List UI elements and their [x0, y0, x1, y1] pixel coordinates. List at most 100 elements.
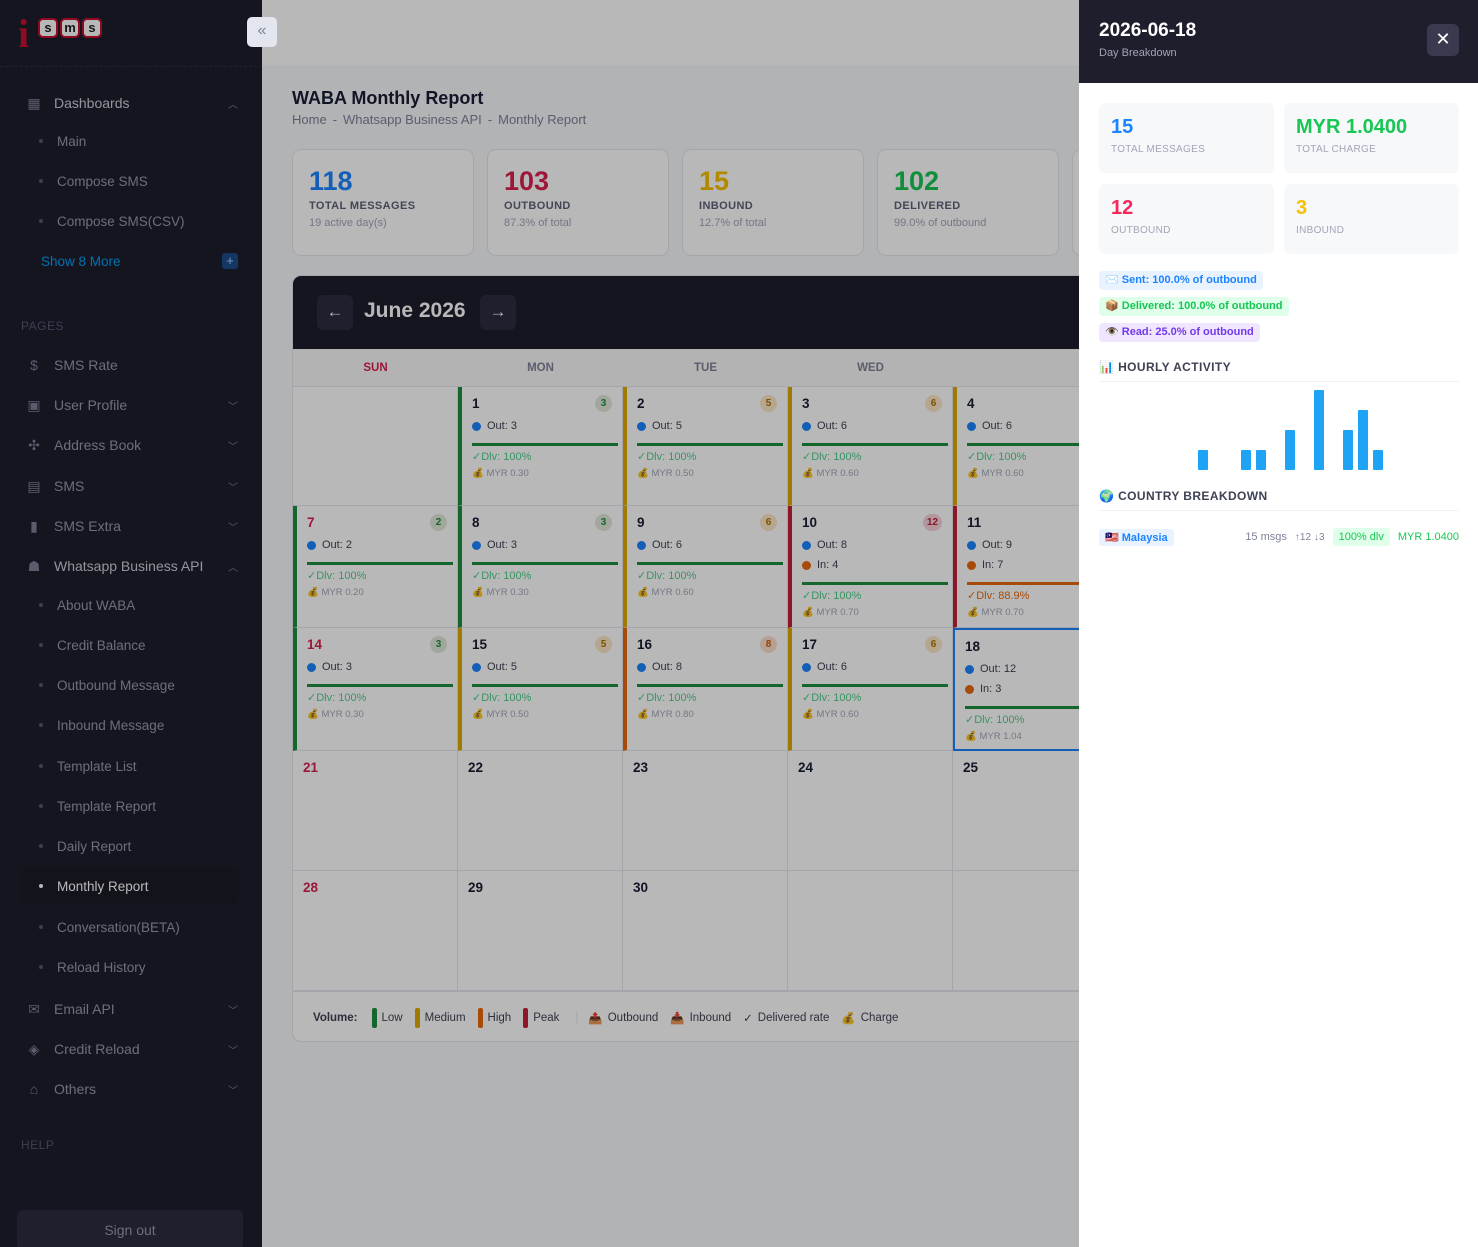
outbound-row: Out: 12 — [965, 663, 1016, 675]
sidebar-item-sms[interactable]: ▤ SMS ﹀ — [21, 468, 241, 504]
calendar-day-10[interactable]: 10 12 Out: 8 In: 4 ✓Dlv: 100% 💰 MYR 0.70 — [788, 506, 953, 628]
bullet — [39, 764, 43, 768]
money-bag-icon: 💰 — [472, 468, 484, 479]
chevron-down-icon: ﹀ — [228, 1085, 238, 1097]
sidebar-item-sms-rate[interactable]: $ SMS Rate — [21, 347, 241, 383]
calendar-day-14[interactable]: 14 3 Out: 3 ✓Dlv: 100% 💰 MYR 0.30 — [293, 628, 458, 751]
isms-logo[interactable]: i s m s — [18, 8, 108, 60]
sidebar-item-dashboards[interactable]: ▦ Dashboards ︿ — [21, 85, 241, 121]
breakdown-value: 3 — [1296, 197, 1308, 219]
delivery-bar — [802, 443, 948, 446]
sidebar-sub-credit-balance[interactable]: Credit Balance — [21, 627, 239, 663]
calendar-day-1[interactable]: 1 3 Out: 3 ✓Dlv: 100% 💰 MYR 0.30 — [458, 387, 623, 506]
day-count-badge: 6 — [925, 636, 942, 653]
calendar-day-3[interactable]: 3 6 Out: 6 ✓Dlv: 100% 💰 MYR 0.60 — [788, 387, 953, 506]
day-count-badge: 8 — [760, 636, 777, 653]
calendar-day-21: 21 — [293, 751, 458, 871]
outbound-row: Out: 5 — [637, 420, 682, 432]
breadcrumb-home[interactable]: Home — [292, 112, 327, 127]
sidebar-sub-conversation[interactable]: Conversation(BETA) — [21, 909, 239, 945]
breadcrumb-current: Monthly Report — [498, 112, 587, 127]
delivery-bar — [802, 582, 948, 585]
legend-inbound: 📥 Inbound — [670, 1011, 732, 1025]
hourly-bar — [1256, 450, 1266, 470]
sidebar-sub-daily-report[interactable]: Daily Report — [21, 828, 239, 864]
sidebar-sub-inbound-message[interactable]: Inbound Message — [21, 707, 239, 743]
main-content: WABA Monthly Report Home - Whatsapp Busi… — [262, 0, 1478, 1247]
sidebar-item-email-api[interactable]: ✉ Email API ﹀ — [21, 991, 241, 1027]
charge-row: 💰 MYR 0.20 — [307, 587, 364, 598]
stat-value: 102 — [894, 166, 940, 196]
month-label: June 2026 — [364, 299, 466, 322]
delivery-bar — [472, 443, 618, 446]
money-bag-icon: 💰 — [802, 709, 814, 720]
modal-backdrop[interactable] — [0, 0, 1079, 1247]
sidebar-item-others[interactable]: ⌂ Others ﹀ — [21, 1071, 241, 1107]
sidebar-sub-monthly-report[interactable]: Monthly Report — [21, 868, 239, 904]
sidebar-sub-main[interactable]: Main — [21, 123, 239, 159]
file-icon: ▮ — [30, 517, 38, 534]
outbound-row: Out: 2 — [307, 539, 352, 551]
close-icon[interactable]: ✕ — [1427, 24, 1459, 56]
inbound-dot — [967, 560, 976, 570]
prev-month-button[interactable]: ← — [317, 295, 353, 330]
chevron-down-icon: ﹀ — [228, 441, 238, 453]
calendar-day-29: 29 — [458, 871, 623, 991]
calendar-day-2[interactable]: 2 5 Out: 5 ✓Dlv: 100% 💰 MYR 0.50 — [623, 387, 788, 506]
calendar-day-8[interactable]: 8 3 Out: 3 ✓Dlv: 100% 💰 MYR 0.30 — [458, 506, 623, 628]
delivered-rate: ✓Dlv: 88.9% — [967, 590, 1030, 602]
collapse-sidebar-icon[interactable]: « — [247, 17, 277, 47]
calendar-day-15[interactable]: 15 5 Out: 5 ✓Dlv: 100% 💰 MYR 0.50 — [458, 628, 623, 751]
breakdown-card-outbound: 12 OUTBOUND — [1099, 184, 1274, 254]
sign-out-button[interactable]: Sign out — [17, 1210, 243, 1247]
bank-icon: ⌂ — [29, 1081, 39, 1097]
sidebar-item-address-book[interactable]: ✣ Address Book ﹀ — [21, 427, 241, 463]
sidebar-sub-reload-history[interactable]: Reload History — [21, 949, 239, 985]
calendar-day-17[interactable]: 17 6 Out: 6 ✓Dlv: 100% 💰 MYR 0.60 — [788, 628, 953, 751]
weekday-tue: TUE — [623, 349, 788, 387]
sidebar-item-sms-extra[interactable]: ▮ SMS Extra ﹀ — [21, 508, 241, 544]
next-month-button[interactable]: → — [480, 295, 516, 330]
hourly-bar — [1358, 410, 1368, 470]
calendar-day-16[interactable]: 16 8 Out: 8 ✓Dlv: 100% 💰 MYR 0.80 — [623, 628, 788, 751]
sidebar-sub-about-waba[interactable]: About WABA — [21, 587, 239, 623]
sidebar-sub-template-report[interactable]: Template Report — [21, 788, 239, 824]
grid-icon: ▦ — [27, 94, 41, 111]
sidebar-sub-outbound-message[interactable]: Outbound Message — [21, 667, 239, 703]
stat-label: TOTAL MESSAGES — [309, 200, 416, 212]
hourly-bar — [1285, 430, 1295, 470]
stat-label: INBOUND — [699, 200, 754, 212]
bullet — [39, 723, 43, 727]
drawer-title: 2026-06-18 — [1099, 20, 1197, 41]
day-number: 8 — [472, 515, 480, 530]
calendar-day-7[interactable]: 7 2 Out: 2 ✓Dlv: 100% 💰 MYR 0.20 — [293, 506, 458, 628]
sidebar-sub-compose-sms[interactable]: Compose SMS — [21, 163, 239, 199]
user-profile-icon: ▣ — [27, 396, 41, 413]
chevron-down-icon: ﹀ — [228, 522, 238, 534]
breadcrumb-waba[interactable]: Whatsapp Business API — [343, 112, 482, 127]
show-more-link[interactable]: Show 8 More + — [41, 253, 238, 269]
delivered-rate: ✓Dlv: 100% — [472, 451, 532, 463]
sidebar-sub-compose-csv[interactable]: Compose SMS(CSV) — [21, 203, 239, 239]
breakdown-card-total-charge: MYR 1.0400 TOTAL CHARGE — [1284, 103, 1459, 173]
sidebar-item-credit-reload[interactable]: ◈ Credit Reload ﹀ — [21, 1031, 241, 1067]
sidebar-item-whatsapp-business-api[interactable]: ☗ Whatsapp Business API ︿ — [21, 548, 241, 584]
bullet — [39, 884, 43, 888]
delivered-rate: ✓Dlv: 100% — [637, 570, 697, 582]
hourly-activity-title: 📊 HOURLY ACTIVITY — [1099, 360, 1459, 382]
sidebar-sub-template-list[interactable]: Template List — [21, 748, 239, 784]
breakdown-value: MYR 1.0400 — [1296, 116, 1408, 138]
low-swatch — [371, 1007, 377, 1028]
weekday-sun: SUN — [293, 349, 458, 387]
day-number: 4 — [967, 396, 975, 411]
calendar-day-9[interactable]: 9 6 Out: 6 ✓Dlv: 100% 💰 MYR 0.60 — [623, 506, 788, 628]
money-bag-icon: 💰 — [967, 607, 979, 618]
bullet — [39, 179, 43, 183]
day-count-badge: 2 — [430, 514, 447, 531]
outbound-dot — [802, 540, 811, 550]
country-charge: MYR 1.0400 — [1397, 531, 1459, 543]
sidebar-item-user-profile[interactable]: ▣ User Profile ﹀ — [21, 387, 241, 423]
day-number: 30 — [633, 880, 649, 895]
charge-row: 💰 MYR 0.70 — [967, 607, 1024, 618]
stat-value: 103 — [504, 166, 550, 196]
